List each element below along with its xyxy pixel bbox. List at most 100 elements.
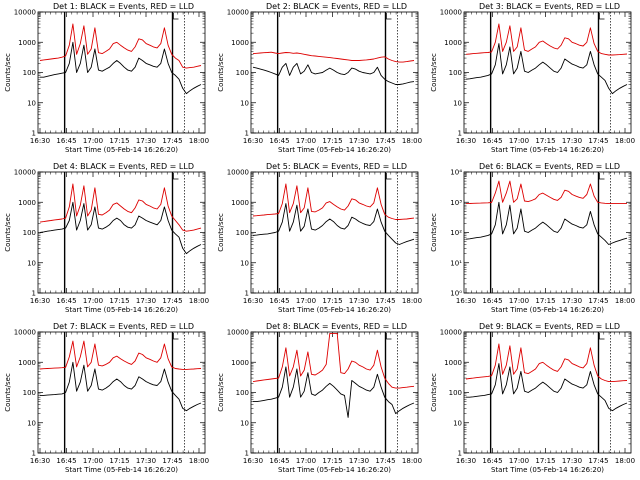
x-tick-label: 16:45 [56,137,76,145]
y-tick-label: 1000 [18,39,36,47]
plot-frame [250,331,419,454]
corner-marker [599,13,605,20]
x-tick-label: 16:45 [269,457,289,465]
x-tick-label: 17:00 [83,137,103,145]
lld-series-line [465,180,627,205]
y-tick-label: 10000 [440,9,462,17]
x-tick-label: 16:45 [482,297,502,305]
x-tick-label: 17:15 [109,457,129,465]
y-tick-label: 10000 [227,169,249,177]
x-tick-label: 17:15 [535,457,555,465]
x-tick-label: 17:45 [162,297,182,305]
y-tick-label: 10¹ [450,259,462,267]
events-series-line [465,43,628,95]
plot-frame [37,11,206,134]
x-tick-label: 17:15 [535,297,555,305]
x-tick-label: 17:30 [562,457,582,465]
plot-frame [37,171,206,294]
detector-panel-8: Det 8: BLACK = Events, RED = LLD 1 10 100 10… [217,322,422,474]
panel-title: Det 9: BLACK = Events, RED = LLD [479,322,620,331]
x-axis-title: Start Time (05-Feb-14 16:26:20) [65,306,178,314]
events-series-line [40,361,202,412]
y-tick-label: 1000 [231,359,249,367]
corner-marker [386,13,392,20]
y-tick-label: 100 [23,229,36,237]
x-axis-title: Start Time (05-Feb-14 16:26:20) [491,306,604,314]
x-tick-label: 17:15 [322,137,342,145]
x-tick-label: 17:15 [109,297,129,305]
y-tick-label: 100 [236,389,249,397]
corner-marker [599,173,605,180]
events-series-line [39,201,202,255]
x-tick-label: 18:00 [402,457,422,465]
y-tick-label: 100 [449,389,462,397]
x-tick-label: 18:00 [615,457,635,465]
x-tick-label: 17:00 [509,297,529,305]
x-tick-label: 16:30 [456,137,476,145]
x-tick-label: 17:30 [562,297,582,305]
y-tick-label: 1 [32,450,36,458]
y-axis-title: Counts/sec [430,53,438,92]
y-tick-label: 10000 [14,329,36,337]
x-tick-label: 16:30 [456,457,476,465]
events-series-line [465,201,628,245]
x-tick-label: 17:45 [588,137,608,145]
y-tick-label: 1 [458,130,462,138]
lld-series-line [252,332,415,389]
x-axis-title: Start Time (05-Feb-14 16:26:20) [278,466,391,474]
x-tick-label: 17:30 [349,137,369,145]
y-axis-title: Counts/sec [217,53,225,92]
y-axis-title: Counts/sec [217,373,225,412]
x-tick-label: 16:30 [30,137,50,145]
x-tick-label: 17:00 [509,137,529,145]
y-tick-label: 10 [453,99,462,107]
y-tick-label: 10⁰ [450,290,462,298]
x-tick-label: 16:30 [243,137,263,145]
x-tick-label: 17:45 [375,137,395,145]
y-tick-label: 100 [236,229,249,237]
x-tick-label: 17:15 [322,457,342,465]
x-axis-title: Start Time (05-Feb-14 16:26:20) [278,306,391,314]
y-tick-label: 100 [449,69,462,77]
x-tick-label: 17:15 [322,297,342,305]
y-tick-label: 1000 [444,359,462,367]
x-tick-label: 18:00 [189,297,209,305]
y-axis-title: Counts/sec [4,213,12,252]
y-tick-label: 10 [27,419,36,427]
detector-panel-1: Det 1: BLACK = Events, RED = LLD 1 10 100 10… [4,2,209,154]
detector-panel-2: Det 2: BLACK = Events, RED = LLD 1 10 100 10… [217,2,422,154]
x-tick-label: 17:45 [588,457,608,465]
y-tick-label: 10000 [14,9,36,17]
x-axis-title: Start Time (05-Feb-14 16:26:20) [278,146,391,154]
x-axis-title: Start Time (05-Feb-14 16:26:20) [491,146,604,154]
panel-title: Det 4: BLACK = Events, RED = LLD [53,162,194,171]
detector-panel-3: Det 3: BLACK = Events, RED = LLD 1 10 100 10… [430,2,635,154]
y-tick-label: 1 [245,130,249,138]
x-tick-label: 17:15 [109,137,129,145]
x-tick-label: 16:30 [30,297,50,305]
x-tick-label: 18:00 [189,457,209,465]
y-axis-title: Counts/sec [4,53,12,92]
x-tick-label: 17:30 [349,297,369,305]
x-axis-title: Start Time (05-Feb-14 16:26:20) [65,146,178,154]
y-tick-label: 10 [27,259,36,267]
y-tick-label: 10 [240,259,249,267]
panel-title: Det 2: BLACK = Events, RED = LLD [266,2,407,11]
y-axis-title: Counts/sec [430,213,438,252]
y-tick-label: 100 [236,69,249,77]
detector-panel-6: Det 6: BLACK = Events, RED = LLD 10⁰ 10¹ 10… [430,162,635,314]
panel-title: Det 1: BLACK = Events, RED = LLD [53,2,194,11]
y-axis-title: Counts/sec [217,213,225,252]
y-tick-label: 10 [453,419,462,427]
x-tick-label: 18:00 [402,137,422,145]
y-tick-label: 1 [245,450,249,458]
y-tick-label: 10000 [227,329,249,337]
x-tick-label: 18:00 [615,297,635,305]
x-tick-label: 17:00 [509,457,529,465]
y-tick-label: 1000 [444,39,462,47]
x-axis-title: Start Time (05-Feb-14 16:26:20) [491,466,604,474]
corner-marker [173,173,179,180]
x-tick-label: 17:45 [162,457,182,465]
panel-title: Det 8: BLACK = Events, RED = LLD [266,322,407,331]
x-tick-label: 17:30 [136,137,156,145]
